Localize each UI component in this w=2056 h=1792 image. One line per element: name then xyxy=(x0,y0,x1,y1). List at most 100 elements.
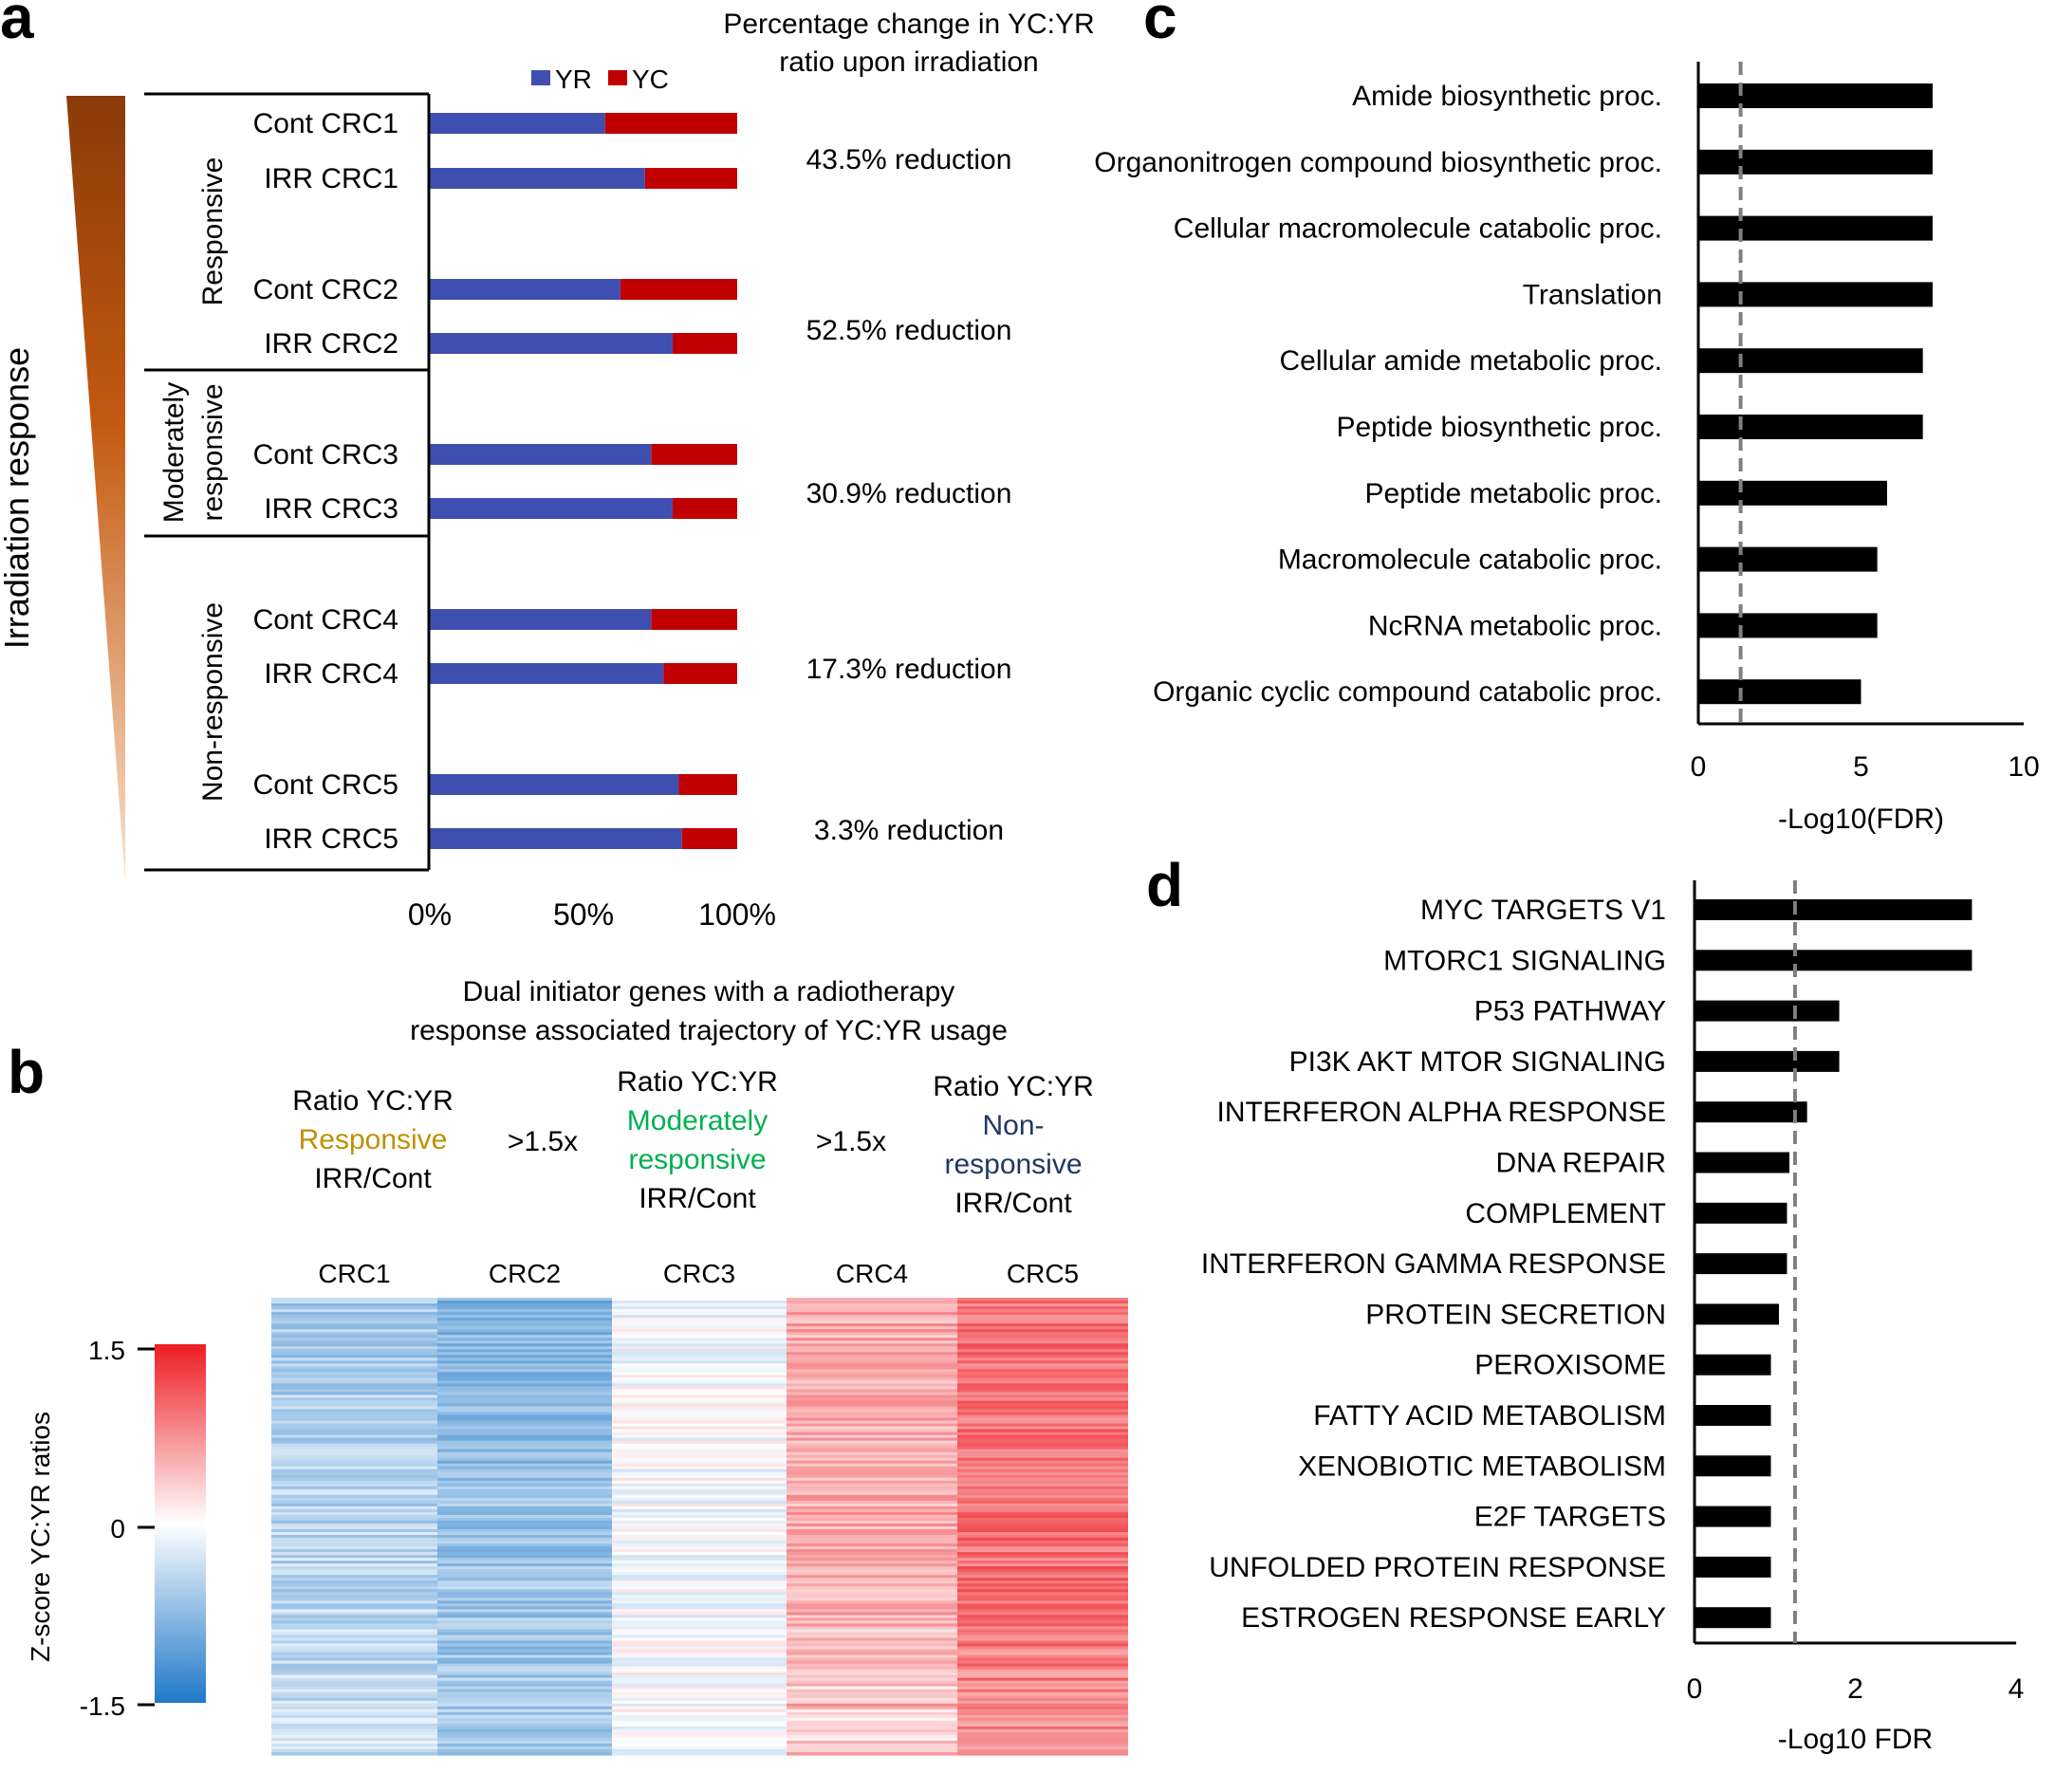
bar xyxy=(1695,1152,1790,1173)
heatmap-cell xyxy=(612,1746,787,1750)
heatmap-cell xyxy=(612,1669,787,1673)
heatmap-cell xyxy=(957,1514,1128,1519)
heatmap-cell xyxy=(437,1538,612,1542)
heatmap-cell xyxy=(437,1714,612,1719)
heatmap-cell xyxy=(437,1477,612,1482)
category-label: IRR CRC3 xyxy=(264,493,398,525)
category-label: INTERFERON ALPHA RESPONSE xyxy=(1217,1097,1666,1128)
heatmap-cell xyxy=(612,1635,787,1639)
heatmap-cell xyxy=(612,1552,787,1556)
heatmap-cell xyxy=(787,1606,957,1610)
heatmap-cell xyxy=(612,1546,787,1550)
heatmap-cell xyxy=(957,1561,1128,1564)
bar-yr xyxy=(430,333,673,354)
heatmap-cell xyxy=(437,1575,612,1579)
category-label: IRR CRC4 xyxy=(264,658,398,690)
heatmap-cell xyxy=(957,1529,1128,1533)
heatmap-cell xyxy=(787,1315,957,1319)
heatmap-cell xyxy=(437,1360,612,1364)
category-label: COMPLEMENT xyxy=(1465,1198,1666,1229)
heatmap-cell xyxy=(787,1511,957,1516)
heatmap-cell xyxy=(787,1541,957,1544)
colorbar-label: Z-score YC:YR ratios xyxy=(26,1412,55,1662)
heatmap-cell xyxy=(271,1748,437,1753)
heatmap-cell xyxy=(787,1731,957,1736)
heatmap-cell xyxy=(612,1298,787,1302)
heatmap-cell xyxy=(957,1677,1128,1682)
heatmap-cell xyxy=(271,1654,437,1659)
heatmap-cell xyxy=(612,1629,787,1634)
heatmap-cell xyxy=(437,1629,612,1634)
heatmap-cell xyxy=(957,1538,1128,1542)
heatmap-cell xyxy=(612,1728,787,1733)
heatmap-cell xyxy=(437,1672,612,1676)
heatmap-cell xyxy=(957,1466,1128,1470)
heatmap-cell xyxy=(271,1437,437,1442)
category-label: PI3K AKT MTOR SIGNALING xyxy=(1289,1046,1666,1078)
heatmap-cell xyxy=(957,1734,1128,1739)
heatmap-cell xyxy=(612,1480,787,1485)
heatmap-cell xyxy=(271,1686,437,1690)
heatmap-cell xyxy=(271,1517,437,1522)
heatmap-cell xyxy=(612,1640,787,1645)
heatmap-cell xyxy=(271,1360,437,1364)
heatmap-cell xyxy=(957,1583,1128,1587)
header-group-line: responsive xyxy=(628,1144,766,1175)
header-group-line: IRR/Cont xyxy=(314,1163,432,1194)
heatmap-cell xyxy=(957,1503,1128,1507)
heatmap-cell xyxy=(437,1737,612,1742)
group-label-moderately: Moderately xyxy=(158,382,190,523)
heatmap-cell xyxy=(957,1423,1128,1428)
heatmap-cell xyxy=(957,1395,1128,1399)
heatmap-cell xyxy=(957,1360,1128,1364)
heatmap-cell xyxy=(437,1488,612,1493)
heatmap-cell xyxy=(437,1366,612,1370)
heatmap-cell xyxy=(957,1606,1128,1610)
heatmap-cell xyxy=(437,1400,612,1405)
heatmap-cell xyxy=(612,1369,787,1373)
heatmap-cell xyxy=(957,1589,1128,1593)
heatmap-cell xyxy=(957,1323,1128,1327)
heatmap-cell xyxy=(437,1649,612,1653)
heatmap-cell xyxy=(612,1454,787,1459)
heatmap-cell xyxy=(957,1346,1128,1350)
heatmap-cell xyxy=(612,1497,787,1502)
heatmap-cell xyxy=(787,1666,957,1671)
heatmap-cell xyxy=(787,1432,957,1436)
heatmap-cell xyxy=(437,1392,612,1396)
heatmap-cell xyxy=(612,1751,787,1756)
annotation-title: Percentage change in YC:YR xyxy=(723,9,1094,40)
heatmap-cell xyxy=(787,1723,957,1727)
heatmap-cell xyxy=(957,1714,1128,1719)
heatmap-cell xyxy=(271,1632,437,1636)
heatmap-cell xyxy=(612,1615,787,1618)
heatmap-cell xyxy=(787,1743,957,1747)
heatmap-cell xyxy=(437,1578,612,1581)
heatmap-cell xyxy=(612,1414,787,1419)
heatmap-cell xyxy=(787,1335,957,1339)
heatmap-cell xyxy=(612,1360,787,1364)
heatmap-cell xyxy=(271,1589,437,1593)
heatmap-cell xyxy=(271,1578,437,1581)
heatmap-cell xyxy=(957,1643,1128,1648)
heatmap-cell xyxy=(437,1609,612,1613)
panel-b: Dual initiator genes with a radiotherapy… xyxy=(26,976,1128,1756)
heatmap-cell xyxy=(612,1529,787,1533)
bar-yc xyxy=(678,774,737,795)
panel-label-a: a xyxy=(0,0,34,51)
category-label: Translation xyxy=(1523,279,1662,310)
heatmap-cell xyxy=(957,1569,1128,1573)
heatmap-cell xyxy=(437,1457,612,1462)
heatmap-cell xyxy=(612,1680,787,1685)
heatmap-cell xyxy=(957,1432,1128,1436)
heatmap-cell xyxy=(957,1720,1128,1725)
heatmap-cell xyxy=(271,1609,437,1613)
heatmap-cell xyxy=(957,1578,1128,1581)
heatmap-cell xyxy=(612,1626,787,1631)
header-group-line: Ratio YC:YR xyxy=(292,1085,454,1117)
heatmap-cell xyxy=(787,1417,957,1422)
heatmap-cell xyxy=(612,1600,787,1604)
heatmap-cell xyxy=(271,1503,437,1507)
heatmap-cell xyxy=(787,1343,957,1347)
reduction-annotation: 30.9% reduction xyxy=(806,478,1012,509)
